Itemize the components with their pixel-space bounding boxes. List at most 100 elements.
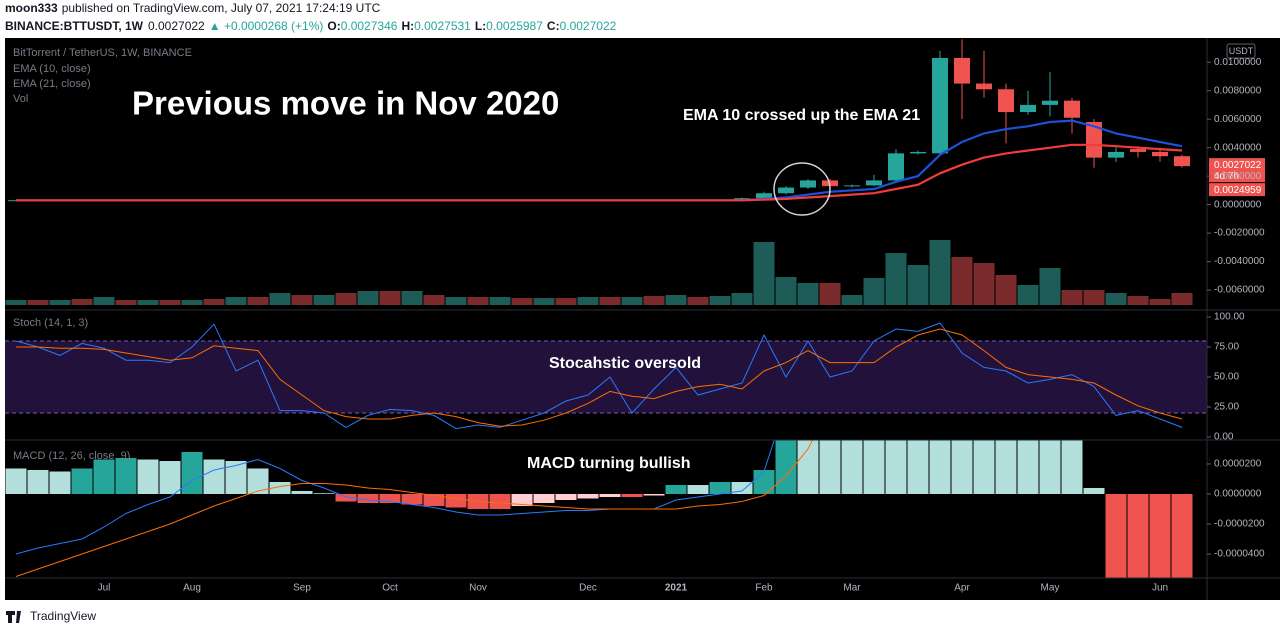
- indicator-line: [15, 440, 775, 555]
- histogram-bar: [709, 482, 731, 494]
- histogram-bar: [445, 494, 467, 508]
- volume-bar: [467, 297, 489, 305]
- histogram-bar: [71, 468, 93, 494]
- histogram-bar: [1127, 494, 1149, 578]
- header-line: moon333 published on TradingView.com, Jul…: [5, 1, 381, 15]
- y-tick-label: 0.0080000: [1214, 85, 1262, 96]
- volume-bar: [159, 300, 181, 305]
- histogram-bar: [181, 452, 203, 494]
- pane-title: MACD (12, 26, close, 9): [13, 450, 130, 462]
- histogram-bar: [555, 494, 577, 500]
- candle-body: [1086, 122, 1102, 158]
- histogram-bar: [775, 440, 797, 494]
- volume-bar: [775, 277, 797, 305]
- volume-bar: [511, 298, 533, 305]
- histogram-bar: [49, 471, 71, 494]
- ohlc-value: 0.0027531: [414, 19, 471, 33]
- x-tick-label: Feb: [755, 583, 773, 594]
- histogram-bar: [1083, 488, 1105, 494]
- volume-bar: [929, 240, 951, 305]
- published: published on TradingView.com, July 07, 2…: [62, 1, 381, 15]
- y-tick-label: 75.00: [1214, 342, 1239, 353]
- y-tick-label: 0.00: [1214, 432, 1234, 443]
- histogram-bar: [1061, 440, 1083, 494]
- candle-body: [954, 57, 970, 84]
- histogram-bar: [665, 485, 687, 494]
- candle-body: [888, 153, 904, 181]
- volume-bar: [863, 278, 885, 305]
- candle-body: [800, 180, 816, 188]
- y-tick-label: 0.0040000: [1214, 142, 1262, 153]
- histogram-bar: [951, 440, 973, 494]
- volume-bar: [357, 291, 379, 305]
- volume-bar: [335, 293, 357, 305]
- ohlc-label: O:: [327, 19, 340, 33]
- indicator-line: [15, 322, 1183, 430]
- volume-bar: [555, 298, 577, 305]
- histogram-bar: [1017, 440, 1039, 494]
- candle-body: [932, 57, 948, 154]
- volume-bar: [995, 275, 1017, 305]
- histogram-bar: [731, 482, 753, 494]
- volume-bar: [1083, 290, 1105, 305]
- histogram-bar: [819, 440, 841, 494]
- x-tick-label: Dec: [579, 583, 597, 594]
- ohlc-value: 0.0027346: [341, 19, 398, 33]
- price-label: 0.0024959: [1214, 185, 1262, 196]
- y-tick-label: -0.0060000: [1214, 285, 1265, 296]
- last-price-box: [1209, 158, 1265, 183]
- header-bg: [0, 0, 1280, 38]
- legend-entry: Vol: [13, 93, 28, 105]
- volume-bar: [71, 299, 93, 305]
- histogram-bar: [115, 458, 137, 494]
- annotation: EMA 10 crossed up the EMA 21: [683, 107, 920, 124]
- histogram-bar: [27, 470, 49, 494]
- annotation: Stocahstic oversold: [549, 355, 701, 372]
- volume-bar: [27, 300, 49, 305]
- volume-bar: [1149, 299, 1171, 305]
- pane: [5, 322, 1207, 430]
- candle-body: [844, 185, 860, 187]
- histogram-bar: [489, 494, 511, 509]
- y-tick-label: -0.0000400: [1214, 549, 1265, 560]
- y-tick-label: 0.0000000: [1214, 199, 1262, 210]
- y-tick-label: 0.0000200: [1214, 459, 1262, 470]
- volume-bar: [841, 295, 863, 305]
- volume-bar: [1105, 293, 1127, 305]
- volume-bar: [445, 297, 467, 305]
- volume-bar: [115, 300, 137, 305]
- volume-bar: [1127, 296, 1149, 305]
- volume-bar: [225, 297, 247, 305]
- histogram-bar: [577, 494, 599, 499]
- candle-body: [1064, 100, 1080, 118]
- volume-bar: [1039, 268, 1061, 305]
- price-box: [1209, 183, 1265, 197]
- indicator-line: [16, 328, 1183, 427]
- histogram-bar: [929, 440, 951, 494]
- x-tick-label: Oct: [382, 583, 398, 594]
- volume-bar: [291, 295, 313, 305]
- volume-bar: [5, 300, 27, 305]
- ohlc-label: H:: [401, 19, 414, 33]
- histogram-bar: [93, 459, 115, 494]
- histogram-bar: [1039, 440, 1061, 494]
- volume-bar: [49, 300, 71, 305]
- ohlc-label: L:: [475, 19, 486, 33]
- countdown: 4d 7h: [1214, 171, 1239, 182]
- volume-bar: [643, 296, 665, 305]
- volume-bar: [1171, 293, 1193, 305]
- histogram-bar: [401, 494, 423, 505]
- pane-title: Stoch (14, 1, 3): [13, 317, 88, 329]
- histogram-bar: [885, 440, 907, 494]
- histogram-bar: [797, 440, 819, 494]
- price: 0.0027022: [148, 19, 205, 33]
- histogram-bar: [841, 440, 863, 494]
- histogram-bar: [511, 494, 533, 506]
- change: ▲ +0.0000268 (+1%): [209, 19, 324, 33]
- volume-bar: [203, 299, 225, 305]
- volume-bar: [269, 293, 291, 305]
- chart-bg: [5, 38, 1280, 600]
- y-tick-label: 25.00: [1214, 402, 1239, 413]
- footer-brand: TradingView: [30, 609, 96, 623]
